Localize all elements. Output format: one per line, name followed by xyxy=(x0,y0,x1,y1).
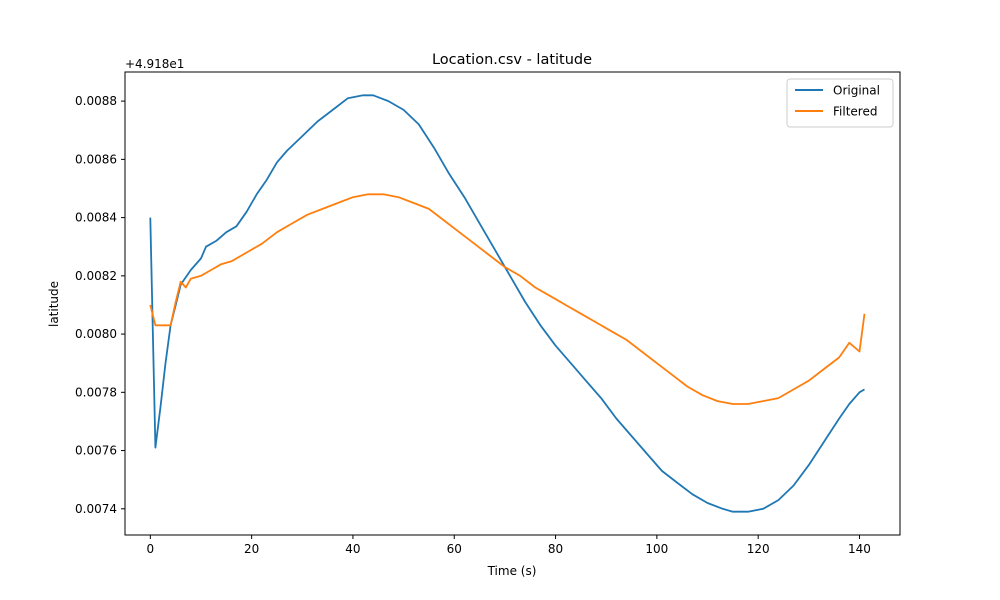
y-axis-ticks: 0.0074 0.0076 0.0078 0.0080 0.0082 0.0084 0.00… xyxy=(75,94,125,516)
x-tick-label: 100 xyxy=(645,542,668,556)
x-tick-label: 120 xyxy=(747,542,770,556)
y-tick-label: 0.0088 xyxy=(75,94,117,108)
x-axis-label: Time (s) xyxy=(487,564,537,578)
legend: Original Filtered xyxy=(786,78,894,128)
y-tick-label: 0.0080 xyxy=(75,327,117,341)
series-lines xyxy=(149,94,866,513)
y-tick-label: 0.0086 xyxy=(75,152,117,166)
series-line-original xyxy=(149,94,865,513)
chart-title: Location.csv - latitude xyxy=(432,52,592,68)
x-tick-label: 140 xyxy=(848,542,871,556)
y-tick-label: 0.0076 xyxy=(75,444,117,458)
series-line-filtered xyxy=(149,193,866,405)
y-offset-label: +4.918e1 xyxy=(125,57,184,71)
x-axis-ticks: 0 20 40 60 80 100 120 140 xyxy=(147,535,871,556)
legend-label-filtered: Filtered xyxy=(833,105,877,119)
x-tick-label: 20 xyxy=(244,542,259,556)
y-tick-label: 0.0082 xyxy=(75,269,117,283)
y-tick-label: 0.0078 xyxy=(75,385,117,399)
y-axis-label: latitude xyxy=(47,281,61,327)
x-tick-label: 60 xyxy=(447,542,462,556)
plot-frame xyxy=(124,71,901,536)
x-tick-label: 40 xyxy=(345,542,360,556)
y-tick-label: 0.0074 xyxy=(75,502,117,516)
x-tick-label: 80 xyxy=(548,542,563,556)
y-tick-label: 0.0084 xyxy=(75,211,117,225)
legend-label-original: Original xyxy=(833,84,880,98)
x-tick-label: 0 xyxy=(147,542,155,556)
